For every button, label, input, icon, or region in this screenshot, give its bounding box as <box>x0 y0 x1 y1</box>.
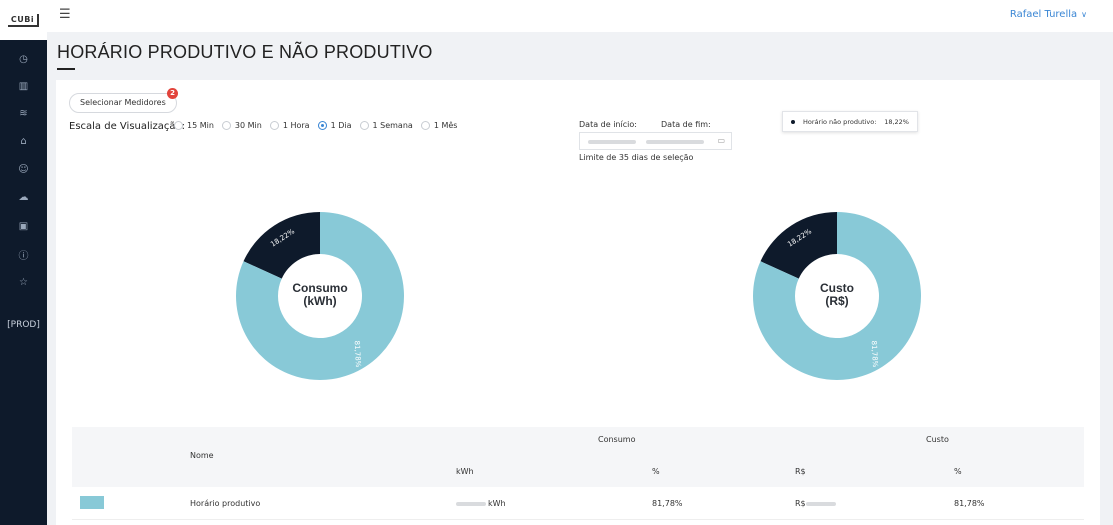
radio-label: 15 Min <box>187 121 214 130</box>
date-end-label: Data de fim: <box>661 120 711 129</box>
radio-label: 30 Min <box>234 121 262 130</box>
chart-tooltip: Horário não produtivo: 18,22% <box>782 111 918 132</box>
cloud-upload-icon[interactable]: ☁ <box>18 191 29 203</box>
scale-option-1-hora[interactable]: 1 Hora <box>269 121 310 130</box>
chart-center-label: (R$) <box>825 294 848 308</box>
bank-icon[interactable]: ⌂ <box>20 135 27 147</box>
slice-horário-não-produtivo[interactable] <box>243 212 320 279</box>
scale-option-1-dia[interactable]: 1 Dia <box>317 121 352 130</box>
logo: CUBi <box>7 13 40 27</box>
logo-container[interactable]: CUBi <box>0 0 47 40</box>
row-rs-value: R$ <box>795 499 838 508</box>
chart-center-label: Custo <box>820 281 854 295</box>
date-range-input[interactable]: ▭ <box>579 132 732 150</box>
radio-label: 1 Dia <box>330 121 352 130</box>
redacted-value <box>805 501 836 506</box>
scale-option-1-mês[interactable]: 1 Mês <box>420 121 458 130</box>
hamburger-menu-icon[interactable]: ☰ <box>59 7 71 22</box>
radio-circle[interactable] <box>359 121 369 130</box>
user-name: Rafael Turella <box>1009 9 1078 20</box>
header-kwh[interactable]: kWh <box>456 467 474 476</box>
tooltip-value: 18,22% <box>884 117 909 126</box>
radio-label: 1 Semana <box>372 121 413 130</box>
header-custo-percent[interactable]: % <box>954 467 962 476</box>
header-rs[interactable]: R$ <box>795 467 806 476</box>
tooltip-label: Horário não produtivo: <box>803 117 877 126</box>
radio-circle[interactable] <box>221 121 231 130</box>
sidebar: CUBi ◷ ▥ ≋ ⌂ ☺ ☁ ▣ ⓘ ☆ [PROD] <box>0 0 47 525</box>
scale-option-30-min[interactable]: 30 Min <box>221 121 262 130</box>
row-consumo-percent: 81,78% <box>652 499 683 508</box>
top-bar: ☰ Rafael Turella ∨ <box>47 0 1113 32</box>
slice-horário-produtivo[interactable] <box>753 212 921 380</box>
main-card: Selecionar Medidores 2 Escala de Visuali… <box>56 80 1100 525</box>
scale-label: Escala de Visualização: <box>69 121 186 132</box>
selected-count-badge: 2 <box>167 88 178 99</box>
row-kwh-value: kWh <box>456 499 506 508</box>
row-name: Horário produtivo <box>190 499 261 508</box>
slice-horário-produtivo[interactable] <box>236 212 404 380</box>
calendar-icon[interactable]: ▭ <box>717 136 725 145</box>
user-menu[interactable]: Rafael Turella ∨ <box>1010 9 1087 20</box>
user-icon[interactable]: ☺ <box>18 163 29 175</box>
header-consumo: Consumo <box>598 435 636 444</box>
calculator-icon[interactable]: ▣ <box>18 220 29 232</box>
slice-label: 81,78% <box>870 340 879 367</box>
slice-horário-não-produtivo[interactable] <box>760 212 837 279</box>
page-title: HORÁRIO PRODUTIVO E NÃO PRODUTIVO <box>57 42 433 62</box>
chevron-down-icon: ∨ <box>1081 10 1087 19</box>
radio-circle[interactable] <box>269 121 279 130</box>
row-custo-percent: 81,78% <box>954 499 985 508</box>
select-meters-button[interactable]: Selecionar Medidores <box>69 93 177 113</box>
table-row: Horário produtivo kWh 81,78% R$ 81,78% <box>72 487 1084 520</box>
radio-label: 1 Mês <box>433 121 458 130</box>
date-start-value <box>588 140 636 144</box>
header-custo: Custo <box>926 435 949 444</box>
wifi-icon[interactable]: ≋ <box>19 107 28 119</box>
chart-center-label: Consumo <box>292 281 347 295</box>
table-header: Nome Consumo Custo kWh % R$ % <box>72 427 1084 487</box>
scale-radio-group: 15 Min 30 Min 1 Hora 1 Dia 1 Semana 1 Mês <box>174 121 465 130</box>
custo-donut-chart[interactable]: 18,22%81,78%Custo(R$) <box>747 206 927 386</box>
date-end-value <box>646 140 704 144</box>
scale-option-1-semana[interactable]: 1 Semana <box>359 121 413 130</box>
info-icon[interactable]: ⓘ <box>18 250 29 262</box>
row-color-swatch <box>80 496 104 509</box>
radio-circle[interactable] <box>174 121 183 130</box>
date-limit-note: Limite de 35 dias de seleção <box>579 153 694 162</box>
tooltip-dot <box>791 119 795 124</box>
title-underline <box>57 68 75 70</box>
header-consumo-percent[interactable]: % <box>652 467 660 476</box>
date-start-label: Data de início: <box>579 120 637 129</box>
clock-icon[interactable]: ◷ <box>19 53 28 65</box>
environment-label: [PROD] <box>7 320 40 330</box>
chart-center-label: (kWh) <box>303 294 336 308</box>
slice-label: 81,78% <box>353 340 362 367</box>
radio-circle[interactable] <box>420 121 430 130</box>
rs-prefix: R$ <box>795 499 806 508</box>
consumo-donut-chart[interactable]: 18,22%81,78%Consumo(kWh) <box>230 206 410 386</box>
kwh-unit: kWh <box>488 499 506 508</box>
header-nome[interactable]: Nome <box>190 451 214 460</box>
redacted-value <box>456 501 486 506</box>
radio-label: 1 Hora <box>282 121 310 130</box>
bar-chart-icon[interactable]: ▥ <box>18 80 29 92</box>
scale-option-15-min[interactable]: 15 Min <box>174 121 214 130</box>
star-icon[interactable]: ☆ <box>19 276 28 288</box>
radio-circle[interactable] <box>317 121 327 130</box>
